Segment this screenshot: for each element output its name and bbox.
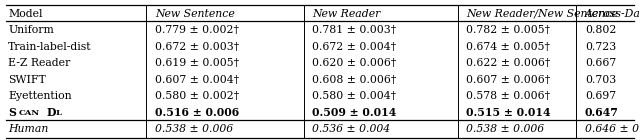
Text: 0.703: 0.703	[585, 75, 616, 85]
Text: 0.672 ± 0.003†: 0.672 ± 0.003†	[155, 42, 239, 52]
Text: 0.672 ± 0.004†: 0.672 ± 0.004†	[312, 42, 396, 52]
Text: 0.619 ± 0.005†: 0.619 ± 0.005†	[155, 58, 239, 68]
Text: 0.667: 0.667	[585, 58, 616, 68]
Text: 0.647: 0.647	[585, 107, 619, 118]
Text: 0.578 ± 0.006†: 0.578 ± 0.006†	[466, 91, 550, 101]
Text: 0.607 ± 0.004†: 0.607 ± 0.004†	[155, 75, 239, 85]
Text: 0.607 ± 0.006†: 0.607 ± 0.006†	[466, 75, 550, 85]
Text: Train-label-dist: Train-label-dist	[8, 42, 92, 52]
Text: 0.620 ± 0.006†: 0.620 ± 0.006†	[312, 58, 397, 68]
Text: 0.646 ± 0.002: 0.646 ± 0.002	[585, 124, 640, 134]
Text: E-Z Reader: E-Z Reader	[8, 58, 70, 68]
Text: Model: Model	[8, 9, 43, 19]
Text: S: S	[8, 107, 16, 118]
Text: 0.580 ± 0.004†: 0.580 ± 0.004†	[312, 91, 396, 101]
Text: 0.515 ± 0.014: 0.515 ± 0.014	[466, 107, 550, 118]
Text: 0.674 ± 0.005†: 0.674 ± 0.005†	[466, 42, 550, 52]
Text: Uniform: Uniform	[8, 25, 54, 35]
Text: 0.723: 0.723	[585, 42, 616, 52]
Text: 0.697: 0.697	[585, 91, 616, 101]
Text: 0.538 ± 0.006: 0.538 ± 0.006	[466, 124, 544, 134]
Text: SWIFT: SWIFT	[8, 75, 46, 85]
Text: Human: Human	[8, 124, 49, 134]
Text: Eyettention: Eyettention	[8, 91, 72, 101]
Text: New Reader/New Sentence: New Reader/New Sentence	[466, 9, 618, 19]
Text: 0.608 ± 0.006†: 0.608 ± 0.006†	[312, 75, 397, 85]
Text: Across-Dataset: Across-Dataset	[585, 9, 640, 19]
Text: CAN: CAN	[19, 108, 40, 116]
Text: 0.779 ± 0.002†: 0.779 ± 0.002†	[155, 25, 239, 35]
Text: New Sentence: New Sentence	[155, 9, 235, 19]
Text: 0.580 ± 0.002†: 0.580 ± 0.002†	[155, 91, 239, 101]
Text: 0.622 ± 0.006†: 0.622 ± 0.006†	[466, 58, 550, 68]
Text: 0.509 ± 0.014: 0.509 ± 0.014	[312, 107, 397, 118]
Text: 0.516 ± 0.006: 0.516 ± 0.006	[155, 107, 239, 118]
Text: 0.538 ± 0.006: 0.538 ± 0.006	[155, 124, 233, 134]
Text: 0.536 ± 0.004: 0.536 ± 0.004	[312, 124, 390, 134]
Text: 0.802: 0.802	[585, 25, 616, 35]
Text: L: L	[56, 108, 62, 116]
Text: D: D	[46, 107, 56, 118]
Text: New Reader: New Reader	[312, 9, 381, 19]
Text: 0.781 ± 0.003†: 0.781 ± 0.003†	[312, 25, 397, 35]
Text: 0.782 ± 0.005†: 0.782 ± 0.005†	[466, 25, 550, 35]
